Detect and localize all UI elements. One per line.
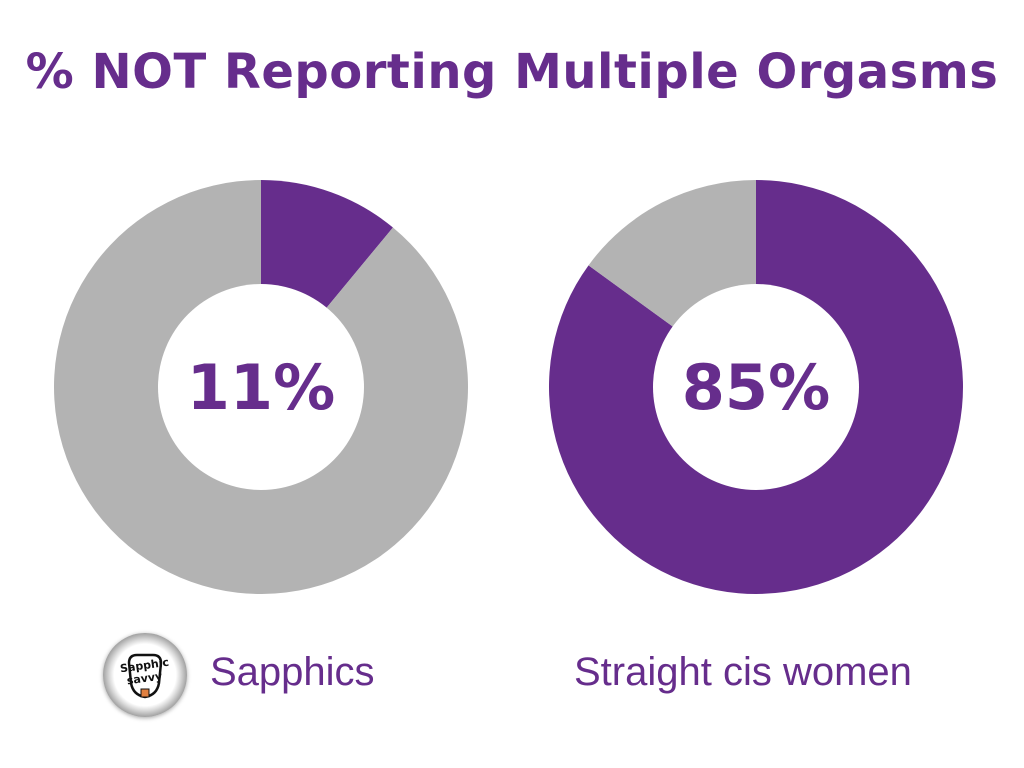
center-value-sapphics: 11% xyxy=(187,351,335,424)
logo-text-line2: savvy xyxy=(126,670,163,688)
label-straight-cis-women: Straight cis women xyxy=(574,650,912,694)
donut-chart-sapphics: 11% xyxy=(53,180,468,595)
donut-chart-straight-cis-women: 85% xyxy=(549,180,964,594)
center-value-straight-cis-women: 85% xyxy=(682,351,830,424)
page-title: % NOT Reporting Multiple Orgasms xyxy=(25,44,999,100)
donut-hole xyxy=(653,284,859,490)
donut-hole xyxy=(158,284,364,490)
label-sapphics: Sapphics xyxy=(210,650,375,694)
sapphic-savvy-logo: Sapphic savvy xyxy=(103,633,187,717)
